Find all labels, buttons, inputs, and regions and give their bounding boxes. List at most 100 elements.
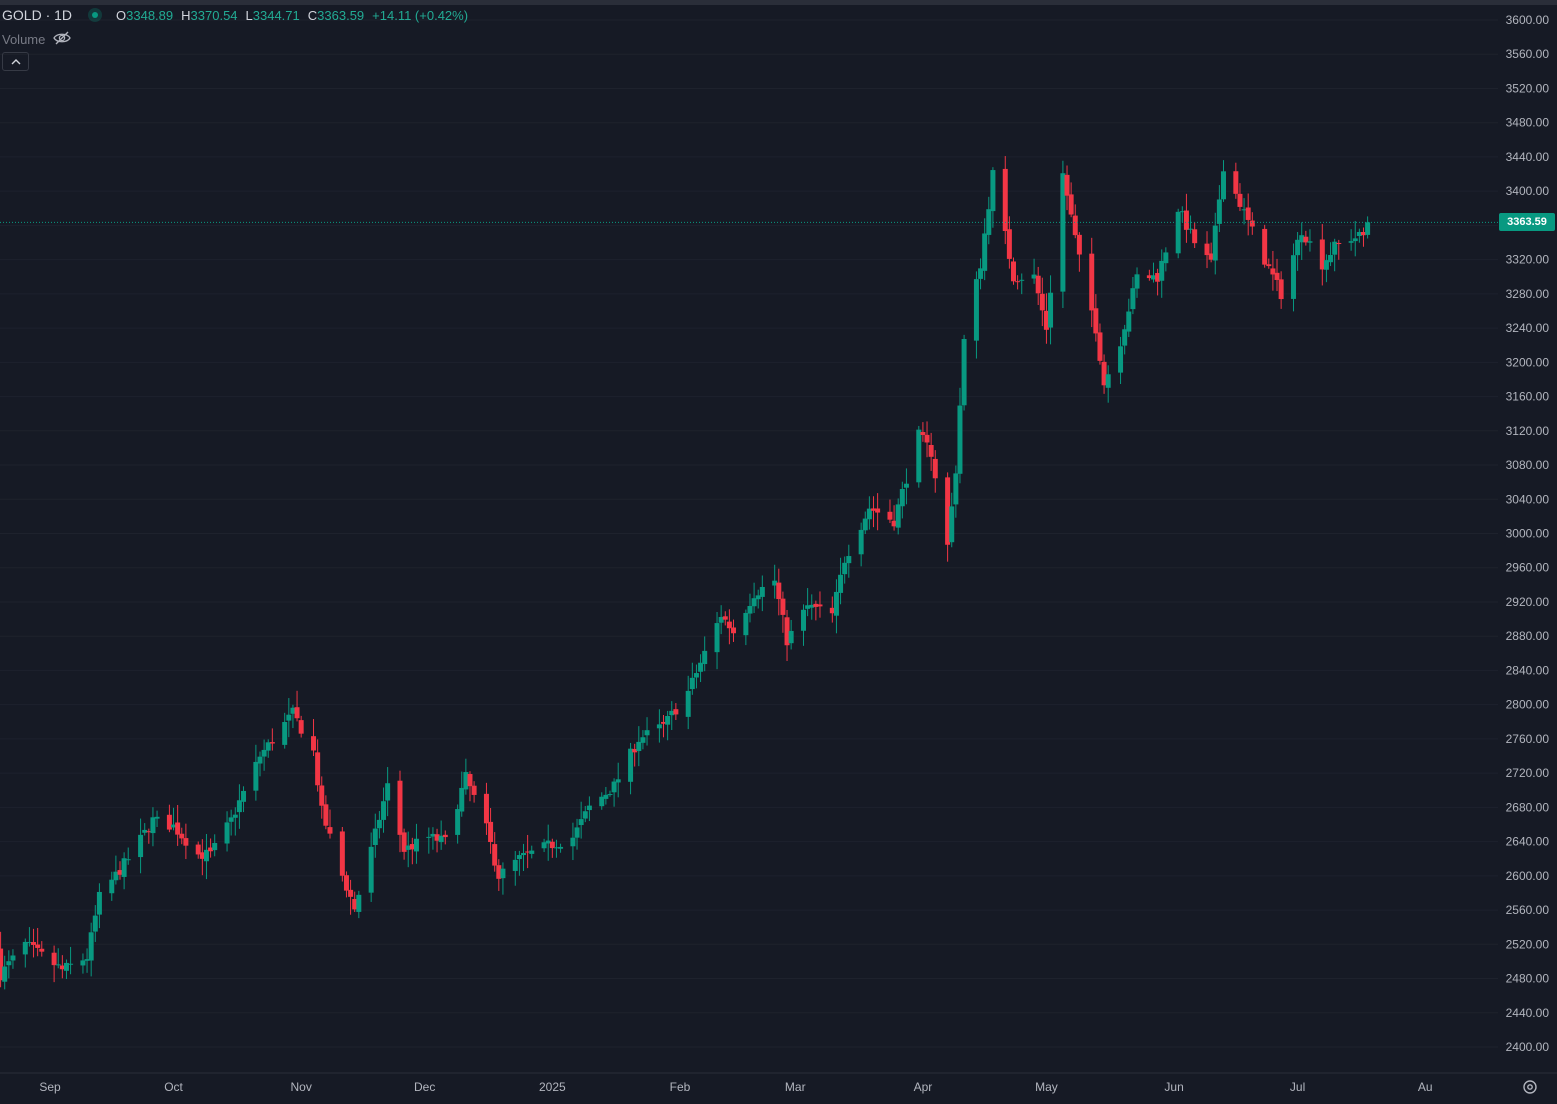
candle-down	[467, 774, 473, 787]
candle-down	[1233, 171, 1239, 194]
price-tick-label: 3600.00	[1506, 13, 1550, 27]
candle-up	[541, 842, 547, 849]
candle-down	[632, 749, 638, 753]
candle-up	[171, 824, 177, 828]
candle-up	[599, 796, 605, 807]
candle-down	[1360, 231, 1366, 236]
candle-down	[1155, 273, 1161, 282]
candle-down	[1192, 229, 1198, 244]
price-tick-label: 3320.00	[1506, 253, 1550, 267]
candle-up	[689, 677, 695, 690]
candle-down	[1015, 281, 1021, 283]
candle-down	[323, 804, 329, 826]
candle-up	[92, 915, 98, 932]
price-tick-label: 2480.00	[1506, 972, 1550, 986]
candle-up	[55, 964, 61, 966]
candle-up	[109, 879, 115, 894]
volume-label[interactable]: Volume	[2, 32, 46, 47]
eye-off-icon[interactable]	[53, 30, 72, 49]
candle-up	[693, 673, 699, 678]
candle-up	[702, 650, 708, 665]
candle-up	[961, 339, 967, 406]
candle-up	[743, 612, 749, 636]
candle-up	[1019, 279, 1025, 281]
candle-up	[842, 562, 848, 575]
candle-down	[1208, 253, 1214, 260]
time-tick-label: Mar	[785, 1080, 806, 1094]
settings-gear-icon[interactable]	[1521, 1078, 1539, 1096]
candle-up	[368, 846, 374, 893]
candle-up	[125, 859, 131, 861]
candle-up	[290, 707, 296, 714]
symbol-legend: GOLD · 1D O3348.89 H3370.54 L3344.71 C33…	[2, 6, 468, 24]
candle-up	[500, 868, 506, 879]
change-value: +14.11 (+0.42%)	[372, 7, 469, 23]
candle-down	[1183, 210, 1189, 230]
candle-up	[1134, 274, 1140, 289]
candle-up	[838, 574, 844, 593]
candle-up	[426, 836, 432, 838]
candle-down	[673, 709, 679, 715]
collapse-legend-button[interactable]	[2, 52, 29, 71]
high-label: H	[181, 7, 191, 23]
candle-up	[916, 429, 922, 483]
price-tick-label: 3560.00	[1506, 47, 1550, 61]
candle-down	[31, 942, 37, 945]
candle-up	[718, 617, 724, 623]
candle-down	[1336, 242, 1342, 244]
candle-up	[685, 690, 691, 717]
candle-down	[117, 870, 123, 875]
candle-up	[669, 710, 675, 716]
low-label: L	[245, 7, 253, 23]
candle-down	[488, 821, 494, 843]
candle-down	[549, 841, 555, 849]
candle-down	[1035, 275, 1041, 294]
candle-down	[1204, 243, 1210, 256]
open-label: O	[116, 7, 127, 23]
candle-up	[438, 835, 444, 843]
candle-up	[640, 737, 646, 743]
candle-up	[953, 473, 959, 505]
price-tick-label: 3000.00	[1506, 527, 1550, 541]
candle-up	[1163, 252, 1169, 264]
candle-down	[887, 511, 893, 520]
candle-down	[1266, 264, 1272, 267]
candle-up	[1105, 374, 1111, 388]
candle-up	[1295, 239, 1301, 256]
price-tick-label: 3240.00	[1506, 321, 1550, 335]
time-tick-label: Jul	[1290, 1080, 1305, 1094]
symbol-title[interactable]: GOLD · 1D	[2, 7, 73, 23]
candle-up	[862, 518, 868, 531]
time-tick-label: Apr	[914, 1080, 933, 1094]
candle-up	[607, 794, 613, 796]
grid-lines	[0, 19, 1498, 1048]
candle-down	[1068, 194, 1074, 215]
low-value: 3344.71	[252, 7, 300, 23]
candle-up	[866, 508, 872, 520]
candle-up	[1307, 241, 1313, 243]
candle-up	[150, 817, 156, 834]
candle-up	[570, 837, 576, 847]
candle-up	[1328, 255, 1334, 263]
candle-down	[146, 831, 152, 833]
candle-down	[1002, 168, 1008, 231]
candle-down	[199, 852, 205, 859]
candle-up	[356, 894, 362, 912]
candle-down	[945, 477, 951, 545]
candle-up	[545, 840, 551, 844]
candle-down	[1072, 215, 1078, 236]
candle-down	[776, 582, 782, 600]
candle-up	[611, 781, 617, 793]
high-value: 3370.54	[190, 7, 238, 23]
candle-up	[636, 741, 642, 752]
candle-up	[801, 609, 807, 631]
candle-down	[1319, 239, 1325, 270]
price-tick-label: 2720.00	[1506, 766, 1550, 780]
candle-down	[442, 834, 448, 838]
candle-down	[1039, 293, 1045, 311]
candle-up	[982, 233, 988, 271]
candle-down	[726, 621, 732, 629]
candle-down	[829, 607, 835, 614]
candle-up	[1122, 329, 1128, 346]
